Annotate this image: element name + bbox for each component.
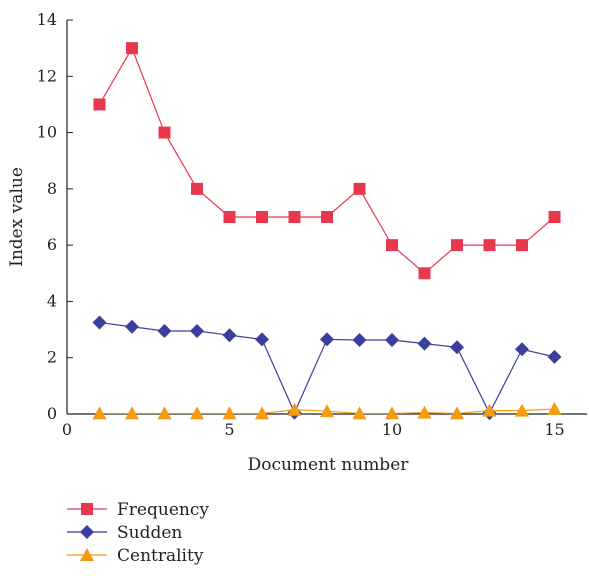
data-point-centrality bbox=[222, 406, 237, 420]
x-axis-title: Document number bbox=[248, 455, 410, 475]
data-point-sudden bbox=[385, 332, 399, 347]
y-tick-label: 4 bbox=[47, 291, 57, 310]
data-point-frequency bbox=[126, 42, 138, 55]
data-point-sudden bbox=[255, 332, 269, 347]
y-tick-label: 12 bbox=[37, 66, 57, 85]
chart-ticks: 0 2 4 6 8 10 12 14 0 5 10 15 bbox=[37, 10, 565, 439]
legend-item-sudden: Sudden bbox=[67, 523, 182, 543]
y-tick-label: 6 bbox=[47, 235, 57, 254]
series-centrality bbox=[92, 401, 562, 420]
chart-legend: Frequency Sudden Centrality bbox=[67, 500, 209, 566]
data-point-frequency bbox=[93, 98, 106, 111]
data-point-sudden bbox=[352, 332, 367, 347]
legend-item-frequency: Frequency bbox=[67, 500, 209, 520]
data-point-sudden bbox=[515, 342, 529, 357]
y-tick-label: 10 bbox=[37, 123, 57, 142]
data-point-sudden bbox=[157, 323, 172, 338]
chart-plot-area bbox=[92, 42, 562, 421]
data-point-centrality bbox=[352, 406, 367, 420]
x-tick-label: 15 bbox=[544, 420, 564, 439]
data-point-frequency bbox=[483, 239, 496, 252]
legend-marker-centrality bbox=[80, 548, 94, 561]
y-axis-title: Index value bbox=[7, 167, 27, 267]
data-point-frequency bbox=[353, 182, 366, 195]
data-point-frequency bbox=[191, 182, 203, 195]
data-point-frequency bbox=[516, 239, 528, 252]
y-tick-label: 2 bbox=[47, 348, 57, 367]
legend-label-sudden: Sudden bbox=[117, 523, 182, 543]
data-point-frequency bbox=[288, 211, 301, 223]
data-point-centrality bbox=[450, 406, 464, 420]
data-point-frequency bbox=[451, 239, 463, 252]
data-point-centrality bbox=[515, 403, 529, 417]
legend-item-centrality: Centrality bbox=[67, 546, 204, 566]
data-point-frequency bbox=[321, 211, 333, 223]
data-point-centrality bbox=[92, 406, 107, 420]
data-point-sudden bbox=[222, 328, 237, 343]
y-tick-label: 8 bbox=[47, 179, 57, 198]
data-point-centrality bbox=[547, 401, 562, 415]
x-tick-label: 5 bbox=[224, 420, 234, 439]
series-sudden bbox=[92, 315, 562, 421]
y-tick-label: 0 bbox=[47, 404, 57, 423]
data-point-centrality bbox=[320, 404, 334, 418]
data-point-sudden bbox=[450, 340, 464, 355]
data-point-sudden bbox=[125, 319, 139, 334]
data-point-centrality bbox=[417, 405, 432, 419]
data-point-sudden bbox=[320, 332, 334, 347]
data-point-sudden bbox=[417, 336, 432, 351]
data-point-centrality bbox=[385, 406, 399, 420]
data-point-centrality bbox=[190, 406, 204, 420]
legend-marker-frequency bbox=[81, 503, 93, 515]
data-point-frequency bbox=[418, 267, 431, 280]
data-point-frequency bbox=[158, 126, 171, 139]
data-point-sudden bbox=[190, 323, 204, 338]
data-point-centrality bbox=[157, 406, 172, 420]
x-tick-label: 0 bbox=[62, 420, 72, 439]
data-point-sudden bbox=[92, 315, 107, 330]
data-point-frequency bbox=[223, 211, 236, 223]
data-point-frequency bbox=[256, 211, 268, 223]
x-tick-label: 10 bbox=[382, 420, 402, 439]
legend-marker-sudden bbox=[80, 525, 94, 539]
data-point-frequency bbox=[386, 239, 398, 252]
data-point-centrality bbox=[482, 403, 497, 417]
legend-label-frequency: Frequency bbox=[117, 500, 209, 520]
data-point-centrality bbox=[255, 406, 269, 420]
legend-label-centrality: Centrality bbox=[117, 546, 204, 566]
data-point-sudden bbox=[547, 349, 562, 364]
series-frequency bbox=[93, 42, 561, 280]
data-point-centrality bbox=[125, 406, 139, 420]
data-point-centrality bbox=[287, 402, 302, 416]
data-point-frequency bbox=[548, 211, 561, 223]
y-tick-label: 14 bbox=[37, 10, 57, 29]
